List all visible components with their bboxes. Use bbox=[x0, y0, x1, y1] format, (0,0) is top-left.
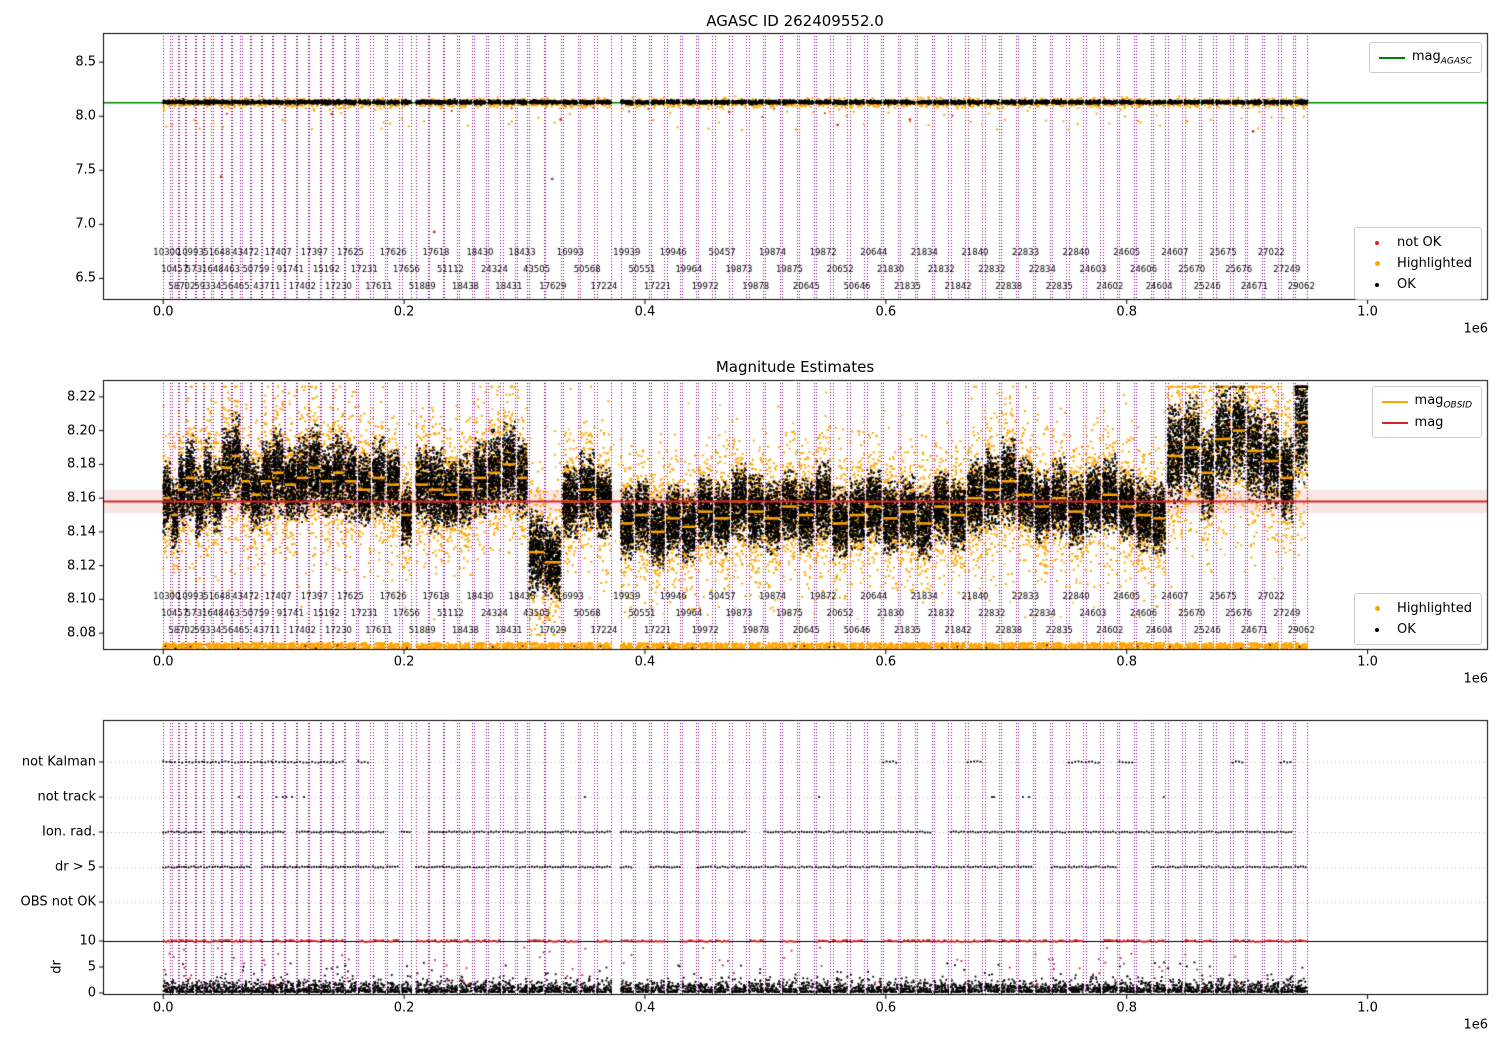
legend-subscript: OBSID bbox=[1443, 400, 1472, 411]
not-ok-marker-swatch bbox=[1364, 235, 1390, 250]
x-tick-label: 0.0 bbox=[152, 654, 174, 670]
legend-entry-highlighted: Highlighted bbox=[1364, 598, 1472, 619]
legend-entry-not-ok: not OK bbox=[1364, 232, 1472, 253]
axis-offset-label: 1e6 bbox=[1463, 671, 1488, 687]
flag-category-label: OBS not OK bbox=[20, 894, 97, 910]
flag-category-label: Ion. rad. bbox=[42, 824, 96, 840]
legend-label-mag: mag bbox=[1414, 415, 1444, 430]
x-tick-label: 1.0 bbox=[1357, 304, 1378, 320]
middle-y-tick-label: 8.16 bbox=[67, 490, 96, 506]
flag-category-label: not track bbox=[37, 789, 96, 805]
top-y-tick-label: 6.5 bbox=[75, 270, 96, 286]
x-tick-label: 0.6 bbox=[875, 654, 897, 670]
flag-category-label: not Kalman bbox=[21, 754, 96, 770]
legend-entry-mag: mag bbox=[1381, 412, 1472, 433]
axis-offset-label: 1e6 bbox=[1463, 1017, 1488, 1033]
middle-y-tick-label: 8.14 bbox=[67, 524, 96, 540]
legend-label-mag-agasc: magAGASC bbox=[1412, 49, 1472, 67]
x-tick-label: 1.0 bbox=[1357, 1000, 1378, 1016]
ok-marker-swatch bbox=[1364, 277, 1390, 292]
legend-entry-mag-obsid: magOBSID bbox=[1381, 391, 1472, 412]
mag-line-swatch bbox=[1381, 421, 1408, 424]
middle-y-tick-label: 8.22 bbox=[67, 389, 96, 405]
x-tick-label: 0.0 bbox=[152, 1000, 174, 1016]
x-tick-label: 0.8 bbox=[1116, 1000, 1138, 1016]
top-plot-title: AGASC ID 262409552.0 bbox=[706, 12, 884, 30]
top-y-tick-label: 8.5 bbox=[75, 54, 96, 70]
dr-axis-label: dr bbox=[49, 960, 65, 974]
legend-text: mag bbox=[1411, 48, 1441, 64]
mag-obsid-line-swatch bbox=[1381, 400, 1408, 403]
top-y-tick-label: 7.0 bbox=[75, 216, 96, 232]
legend-mag-lines: magOBSID mag bbox=[1371, 386, 1482, 438]
legend-label-mag-obsid: magOBSID bbox=[1415, 393, 1472, 411]
top-y-tick-label: 7.5 bbox=[75, 162, 96, 178]
x-tick-label: 0.8 bbox=[1116, 304, 1138, 320]
legend-entry-ok: OK bbox=[1364, 274, 1472, 295]
middle-y-tick-label: 8.08 bbox=[67, 625, 96, 641]
dr-y-tick-label: 10 bbox=[79, 933, 96, 949]
legend-entry-highlighted: Highlighted bbox=[1364, 253, 1472, 274]
legend-label-not-ok: not OK bbox=[1397, 235, 1442, 250]
dr-y-tick-label: 0 bbox=[87, 985, 96, 1001]
flag-category-label: dr > 5 bbox=[54, 859, 96, 875]
legend-label-ok: OK bbox=[1397, 277, 1416, 292]
legend-label-highlighted: Highlighted bbox=[1397, 256, 1472, 271]
x-tick-label: 0.6 bbox=[875, 304, 897, 320]
x-tick-label: 1.0 bbox=[1357, 654, 1378, 670]
x-tick-label: 0.2 bbox=[393, 1000, 415, 1016]
x-tick-label: 0.8 bbox=[1116, 654, 1138, 670]
highlighted-marker-swatch bbox=[1364, 256, 1390, 271]
middle-y-tick-label: 8.20 bbox=[67, 423, 96, 439]
legend-mag-agasc: magAGASC bbox=[1368, 42, 1482, 73]
middle-y-tick-label: 8.18 bbox=[67, 456, 96, 472]
x-tick-label: 0.6 bbox=[875, 1000, 897, 1016]
x-tick-label: 0.4 bbox=[634, 654, 656, 670]
legend-top-markers: not OK Highlighted OK bbox=[1354, 227, 1482, 300]
x-tick-label: 0.0 bbox=[152, 304, 174, 320]
legend-entry-ok: OK bbox=[1364, 619, 1472, 640]
legend-subscript: AGASC bbox=[1440, 56, 1472, 67]
middle-y-tick-label: 8.12 bbox=[67, 558, 96, 574]
x-tick-label: 0.4 bbox=[634, 1000, 656, 1016]
ok-marker-swatch bbox=[1364, 622, 1390, 637]
axis-offset-label: 1e6 bbox=[1463, 321, 1488, 337]
legend-label-ok: OK bbox=[1397, 622, 1416, 637]
middle-plot-title: Magnitude Estimates bbox=[715, 358, 875, 376]
legend-text: mag bbox=[1414, 392, 1444, 408]
top-y-tick-label: 8.0 bbox=[75, 108, 96, 124]
x-tick-label: 0.2 bbox=[393, 654, 415, 670]
x-tick-label: 0.2 bbox=[393, 304, 415, 320]
legend-entry-mag-agasc: magAGASC bbox=[1378, 47, 1472, 68]
highlighted-marker-swatch bbox=[1364, 601, 1390, 616]
middle-y-tick-label: 8.10 bbox=[67, 591, 96, 607]
mag-agasc-line-swatch bbox=[1378, 56, 1405, 59]
legend-mid-markers: Highlighted OK bbox=[1354, 593, 1482, 645]
x-tick-label: 0.4 bbox=[634, 304, 656, 320]
dr-y-tick-label: 5 bbox=[87, 959, 96, 975]
legend-label-highlighted: Highlighted bbox=[1397, 601, 1472, 616]
